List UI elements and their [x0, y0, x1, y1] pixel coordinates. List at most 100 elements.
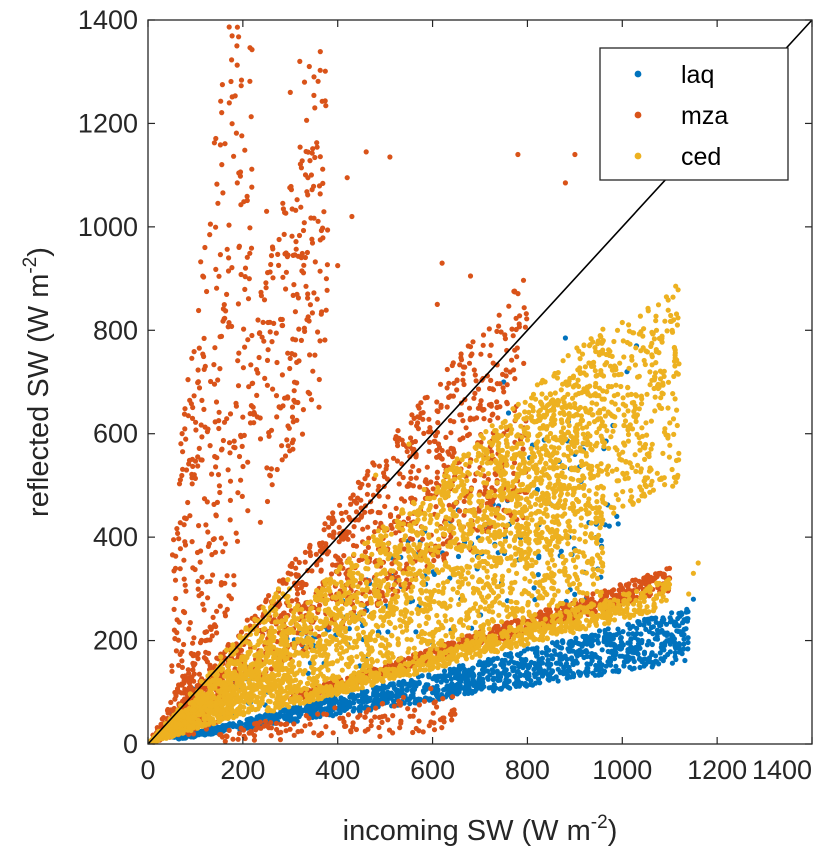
- point-mza: [227, 497, 233, 503]
- point-mza: [256, 330, 262, 336]
- point-mza: [216, 483, 222, 489]
- point-mza: [196, 307, 202, 314]
- point-mza: [278, 721, 284, 727]
- point-mza: [311, 183, 317, 189]
- point-mza: [293, 246, 299, 252]
- point-mza: [302, 559, 308, 565]
- point-mza: [234, 43, 240, 49]
- point-mza: [220, 437, 226, 444]
- point-laq: [620, 629, 626, 635]
- point-mza: [323, 541, 329, 547]
- point-laq: [456, 688, 462, 694]
- point-mza: [173, 553, 179, 559]
- point-ced: [380, 622, 386, 629]
- point-mza: [207, 624, 213, 630]
- point-mza: [229, 121, 235, 127]
- point-laq: [644, 616, 651, 623]
- point-laq: [409, 687, 415, 693]
- point-mza: [410, 463, 416, 469]
- point-mza: [176, 689, 182, 695]
- point-laq: [281, 712, 287, 719]
- point-mza: [451, 707, 457, 713]
- point-mza: [460, 364, 466, 370]
- point-mza: [248, 362, 254, 368]
- point-mza: [494, 399, 500, 405]
- point-laq: [627, 640, 633, 646]
- point-mza: [246, 384, 252, 390]
- point-laq: [291, 716, 297, 722]
- point-laq: [247, 721, 253, 727]
- point-laq: [627, 664, 633, 671]
- point-laq: [282, 708, 288, 714]
- point-mza: [337, 502, 343, 508]
- point-mza: [620, 587, 626, 593]
- point-mza: [490, 360, 496, 366]
- point-mza: [416, 468, 422, 474]
- point-mza: [249, 184, 255, 190]
- point-mza: [211, 381, 218, 387]
- point-mza: [235, 490, 241, 496]
- point-mza: [233, 130, 239, 136]
- point-mza: [508, 619, 514, 626]
- point-mza: [258, 725, 264, 731]
- point-laq: [497, 686, 503, 692]
- point-ced: [451, 530, 457, 536]
- point-mza: [237, 169, 244, 175]
- point-laq: [396, 679, 402, 685]
- point-laq: [673, 656, 679, 663]
- point-mza: [245, 296, 252, 302]
- point-mza: [464, 633, 470, 639]
- point-mza: [195, 578, 201, 584]
- point-mza: [196, 523, 202, 529]
- point-mza: [291, 379, 298, 385]
- point-mza: [212, 345, 218, 351]
- point-mza: [213, 224, 219, 230]
- point-mza: [431, 557, 437, 564]
- point-mza: [396, 481, 402, 487]
- point-laq: [533, 672, 539, 678]
- point-mza: [311, 290, 317, 296]
- point-mza: [395, 428, 401, 434]
- point-mza: [426, 448, 432, 454]
- point-mza: [224, 573, 230, 579]
- point-laq: [520, 657, 526, 663]
- point-mza: [171, 568, 177, 574]
- point-mza: [192, 661, 198, 667]
- point-mza: [472, 477, 478, 484]
- point-ced: [447, 506, 453, 512]
- point-ced: [577, 356, 583, 362]
- point-mza: [440, 696, 446, 702]
- point-mza: [205, 529, 211, 535]
- point-mza: [195, 379, 201, 385]
- point-mza: [261, 338, 267, 344]
- point-laq: [477, 674, 483, 680]
- point-mza: [182, 539, 188, 545]
- point-laq: [609, 642, 615, 648]
- point-mza: [494, 381, 500, 387]
- point-mza: [315, 711, 321, 717]
- point-laq: [649, 651, 655, 658]
- point-mza: [175, 637, 181, 643]
- point-mza: [604, 591, 610, 597]
- point-mza: [177, 566, 183, 572]
- point-mza: [181, 557, 187, 563]
- point-mza: [187, 397, 193, 403]
- point-mza: [279, 322, 285, 329]
- point-mza: [248, 245, 255, 251]
- point-mza: [486, 402, 492, 408]
- point-mza: [277, 737, 283, 743]
- point-mza: [504, 401, 510, 407]
- point-mza: [248, 114, 254, 120]
- point-laq: [405, 681, 411, 687]
- point-mza: [321, 527, 327, 533]
- point-mza: [301, 603, 307, 609]
- point-mza: [368, 718, 374, 724]
- point-mza: [318, 567, 324, 573]
- point-mza: [317, 154, 323, 160]
- point-mza: [220, 190, 226, 196]
- point-mza: [226, 222, 232, 228]
- point-laq: [664, 632, 670, 639]
- point-laq: [410, 693, 416, 700]
- point-laq: [432, 688, 438, 695]
- point-mza: [515, 151, 521, 158]
